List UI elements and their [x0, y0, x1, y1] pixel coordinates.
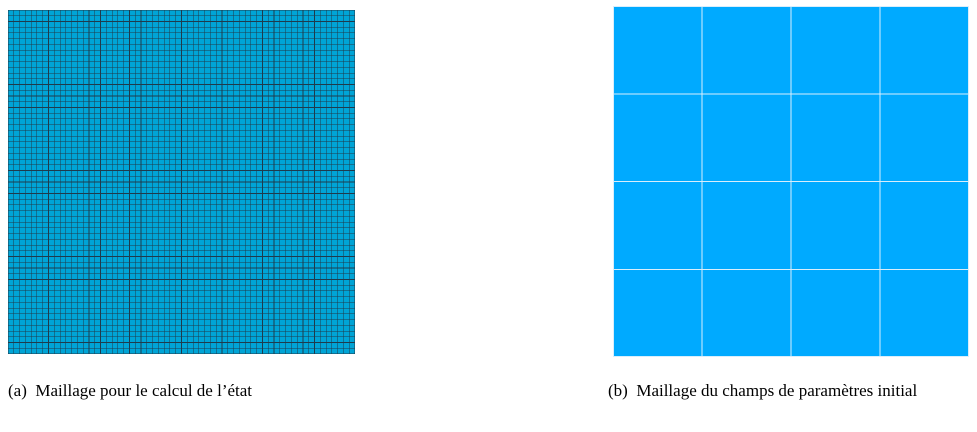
caption-a: (a) Maillage pour le calcul de l’état	[8, 380, 408, 402]
fine-state-mesh	[8, 10, 355, 354]
mesh-a-svg	[8, 10, 355, 354]
coarse-parameter-mesh	[613, 6, 969, 357]
mesh-b-grid-lines	[613, 6, 969, 357]
caption-b-text: Maillage du champs de paramètres initial	[636, 381, 918, 400]
caption-a-text: Maillage pour le calcul de l’état	[35, 381, 253, 400]
mesh-a-grid-lines	[8, 10, 355, 354]
caption-b: (b) Maillage du champs de paramètres ini…	[608, 380, 977, 402]
caption-a-label: (a)	[8, 381, 27, 400]
mesh-b-svg	[613, 6, 969, 357]
caption-b-label: (b)	[608, 381, 628, 400]
